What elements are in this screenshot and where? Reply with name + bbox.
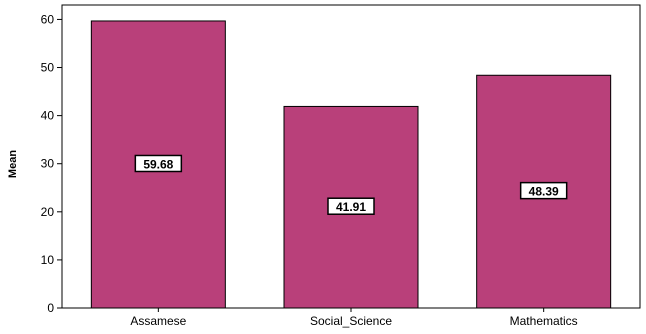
y-tick-label: 60 [41,12,55,26]
data-label: 48.39 [529,185,559,199]
y-axis-title: Mean [7,150,19,178]
x-category-label: Social_Science [310,314,392,328]
data-label: 59.68 [143,157,173,171]
data-label-box [519,181,568,200]
y-tick-label: 0 [47,301,54,315]
y-tick-label: 20 [41,205,55,219]
y-tick-label: 40 [41,109,55,123]
data-labels-layer: 59.68 41.91 48.39 [134,154,568,215]
x-category-label: Mathematics [510,314,578,328]
y-tick-label: 10 [41,253,55,267]
bar-assamese [90,20,226,309]
data-label: 41.91 [336,200,366,214]
y-tick-label: 50 [41,61,55,75]
x-category-label: Assamese [130,314,186,328]
data-label-box [327,197,375,215]
data-label-box [134,154,183,173]
axis-layer: 0 10 20 30 40 50 60 Assamese Social_Science Mathe… [41,12,578,328]
bars-layer [90,20,612,309]
y-tick-label: 30 [41,157,55,171]
